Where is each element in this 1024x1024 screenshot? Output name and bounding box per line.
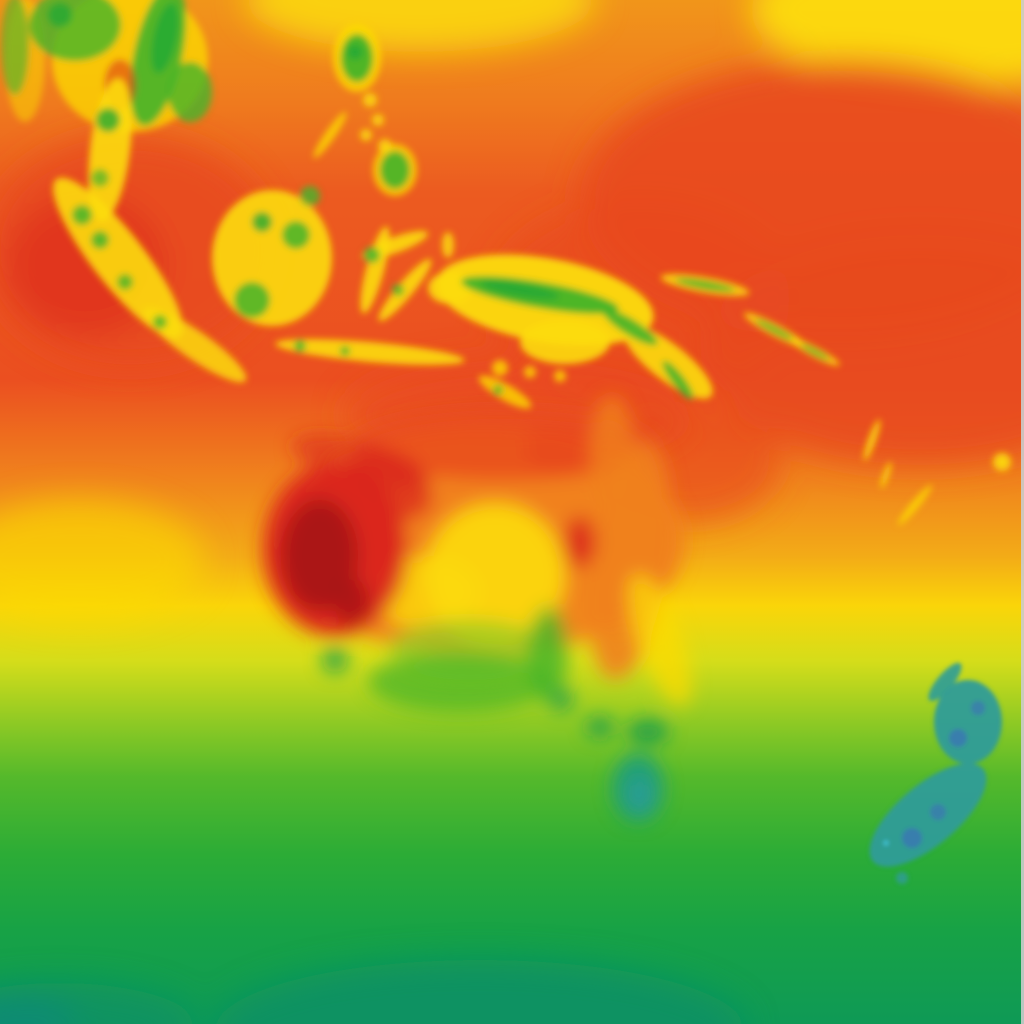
cool-spot (322, 647, 348, 673)
nsw-coast-warm (628, 573, 692, 707)
southern-alps-cold (902, 828, 922, 848)
lesser-sunda-isle (554, 370, 566, 382)
south-island (869, 763, 987, 867)
lesser-sunda-isle (524, 366, 536, 378)
new-guinea-ridge-core (480, 280, 560, 300)
java-volcano-cool (294, 340, 306, 352)
victoria-highlands-cool (586, 717, 614, 737)
myanmar-hills-cool (1, 0, 29, 95)
north-island-cold-core (971, 701, 985, 715)
australia-heat-arm (347, 450, 433, 520)
cape-york (590, 395, 634, 505)
new-guinea-south (520, 320, 610, 364)
halmahera (442, 232, 454, 258)
victoria-highlands-cool (627, 719, 669, 745)
southern-alps-cold (930, 804, 946, 820)
borneo (212, 190, 332, 326)
tasmania-cold-core (627, 777, 653, 813)
map-tile-edge (1021, 0, 1024, 1024)
philippine-isle (360, 129, 372, 141)
java-volcano-cool (340, 346, 350, 356)
sumatra-ridge-cool (91, 231, 109, 249)
vietnam-ridge-core (151, 2, 179, 74)
mindanao-cool (380, 151, 410, 189)
borneo-highlands-cool (300, 186, 320, 206)
java-chain (275, 339, 465, 365)
sumatra-ridge-cool (72, 205, 92, 225)
warm-patch (0, 498, 205, 622)
borneo-highlands-core (252, 212, 272, 232)
sumatra-ridge-cool (153, 315, 167, 329)
warm-patch (245, 0, 595, 52)
new-guinea-ridge (602, 308, 658, 346)
queensland-hot-spot (564, 516, 596, 568)
southeast-asia-islands (1, 0, 1011, 526)
glacier-cold-pixel (883, 840, 889, 846)
sulawesi-cool (364, 247, 380, 263)
philippine-isle (372, 114, 384, 126)
australia-heat-core-dark (282, 499, 358, 611)
cool-southern-ocean (216, 960, 744, 1024)
cool-southern-ocean-core (0, 996, 77, 1024)
philippine-isle (363, 93, 377, 107)
northland-peninsula (928, 662, 962, 702)
sumatra-ridge-cool (117, 274, 133, 290)
new-guinea-tail (623, 325, 713, 399)
australia-overlays (263, 395, 692, 822)
borneo-highlands-cool (234, 282, 270, 318)
stewart-island (896, 872, 908, 884)
luzon-core (347, 44, 363, 60)
cool-spot (551, 689, 573, 711)
sumatra-south (143, 307, 247, 383)
north-island (934, 680, 1002, 764)
new-guinea-birds-head (428, 272, 472, 304)
malay-highlands-cool (91, 169, 109, 187)
new-guinea-tail-ridge (662, 360, 694, 400)
palawan (313, 111, 347, 159)
north-island-cold-core (949, 729, 967, 747)
sulawesi-arm (378, 258, 432, 322)
new-britain-ridge (675, 278, 735, 292)
fiji-warm-spot (993, 453, 1011, 471)
vanuatu-isle (863, 419, 881, 461)
lesser-sunda-isle (492, 360, 508, 376)
timor-ridge-cool (493, 385, 503, 395)
new-caledonia (898, 484, 932, 526)
australia-heat-core-dark (334, 579, 370, 625)
borneo-highlands-cool (282, 221, 310, 249)
annamite-cool (168, 62, 212, 122)
vanuatu-isle (880, 461, 892, 489)
malay-highlands-cool (96, 108, 120, 132)
spencer-gulf-cool (528, 607, 568, 703)
gulf-carpentaria-hot (525, 425, 595, 475)
bight-cool-fringe (368, 652, 552, 712)
sulawesi-cool (392, 284, 404, 296)
new-zealand (869, 662, 1002, 884)
highland-cool-core (48, 3, 72, 27)
solomon-ridge (800, 344, 830, 360)
solomon-ridge (755, 319, 795, 341)
timor (478, 375, 532, 409)
